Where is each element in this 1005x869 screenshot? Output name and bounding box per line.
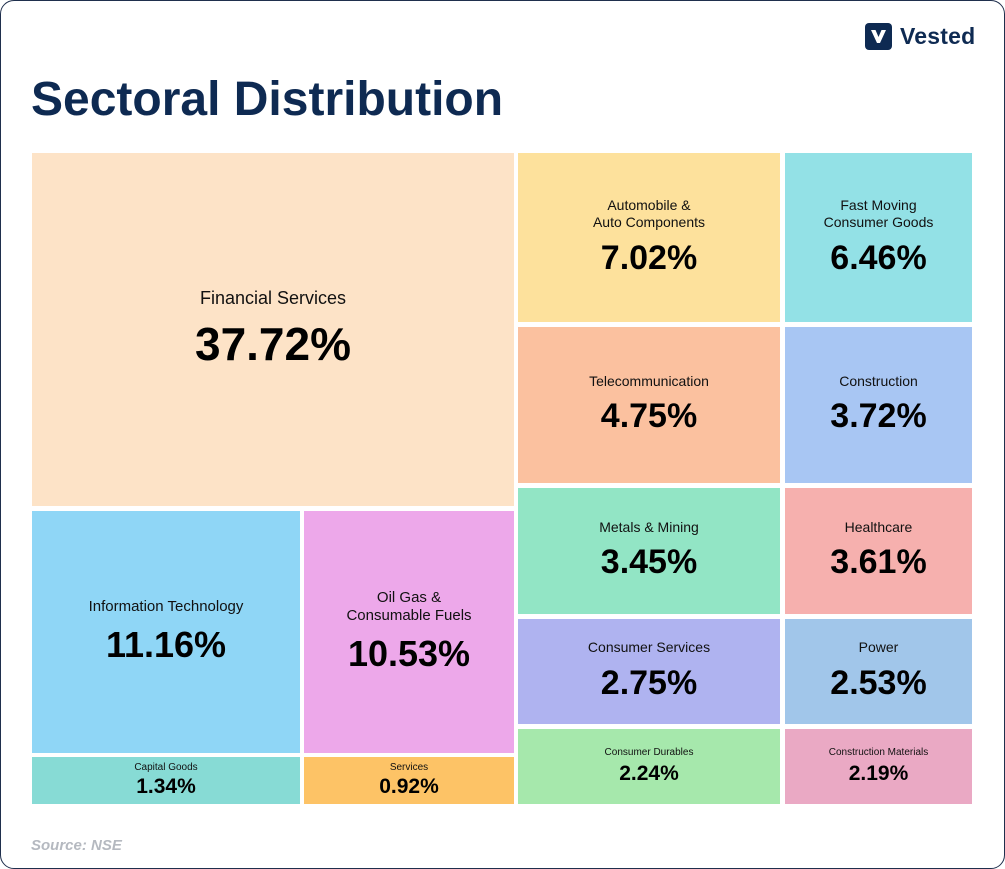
- tile-label: Healthcare: [844, 518, 913, 535]
- tile-label: Automobile & Auto Components: [592, 196, 706, 231]
- tile-value: 2.75%: [600, 663, 698, 702]
- tile-label: Telecommunication: [589, 372, 709, 389]
- tile-capital-goods[interactable]: Capital Goods 1.34%: [32, 757, 300, 804]
- tile-label: Construction: [839, 372, 918, 389]
- tile-value: 3.45%: [600, 543, 698, 582]
- tile-label: Capital Goods: [134, 761, 198, 773]
- tile-automobile-auto-components[interactable]: Automobile & Auto Components 7.02%: [518, 153, 780, 322]
- tile-metals-mining[interactable]: Metals & Mining 3.45%: [518, 488, 780, 614]
- tile-label: Fast Moving Consumer Goods: [823, 196, 934, 231]
- tile-value: 37.72%: [194, 318, 351, 371]
- tile-label: Services: [389, 761, 429, 773]
- tile-value: 11.16%: [105, 623, 227, 665]
- tile-power[interactable]: Power 2.53%: [785, 619, 972, 724]
- tile-label: Power: [858, 639, 899, 656]
- tile-consumer-durables[interactable]: Consumer Durables 2.24%: [518, 729, 780, 804]
- tile-value: 6.46%: [830, 238, 927, 277]
- tile-value: 2.24%: [619, 762, 679, 786]
- tile-consumer-services[interactable]: Consumer Services 2.75%: [518, 619, 780, 724]
- tile-value: 7.02%: [600, 238, 698, 277]
- brand-name: Vested: [900, 22, 976, 49]
- tile-value: 2.19%: [848, 762, 909, 786]
- tile-value: 0.92%: [379, 775, 439, 799]
- tile-value: 4.75%: [600, 397, 698, 436]
- v-mark-icon: [871, 29, 886, 43]
- tile-label: Construction Materials: [828, 746, 929, 758]
- brand-logo[interactable]: Vested: [865, 22, 975, 50]
- tile-value: 10.53%: [347, 633, 471, 675]
- tile-construction[interactable]: Construction 3.72%: [785, 327, 972, 483]
- chart-title: Sectoral Distribution: [31, 73, 504, 126]
- tile-label: Oil Gas & Consumable Fuels: [346, 588, 472, 625]
- tile-information-technology[interactable]: Information Technology 11.16%: [32, 511, 300, 753]
- tile-value: 3.61%: [830, 543, 927, 582]
- tile-label: Information Technology: [88, 598, 244, 616]
- tile-value: 2.53%: [830, 663, 927, 702]
- tile-label: Consumer Durables: [604, 746, 694, 758]
- vested-logo-icon: [865, 22, 892, 50]
- tile-label: Consumer Services: [587, 639, 711, 656]
- source-note: Source: NSE: [31, 837, 122, 854]
- tile-financial-services[interactable]: Financial Services 37.72%: [32, 153, 514, 506]
- tile-label: Metals & Mining: [599, 518, 699, 535]
- tile-fast-moving-consumer-goods[interactable]: Fast Moving Consumer Goods 6.46%: [785, 153, 972, 322]
- tile-services[interactable]: Services 0.92%: [304, 757, 514, 804]
- tile-telecommunication[interactable]: Telecommunication 4.75%: [518, 327, 780, 483]
- tile-oil-gas-consumable-fuels[interactable]: Oil Gas & Consumable Fuels 10.53%: [304, 511, 514, 753]
- tile-value: 1.34%: [136, 775, 196, 799]
- tile-construction-materials[interactable]: Construction Materials 2.19%: [785, 729, 972, 804]
- tile-label: Financial Services: [199, 287, 347, 308]
- tile-value: 3.72%: [830, 397, 927, 436]
- tile-healthcare[interactable]: Healthcare 3.61%: [785, 488, 972, 614]
